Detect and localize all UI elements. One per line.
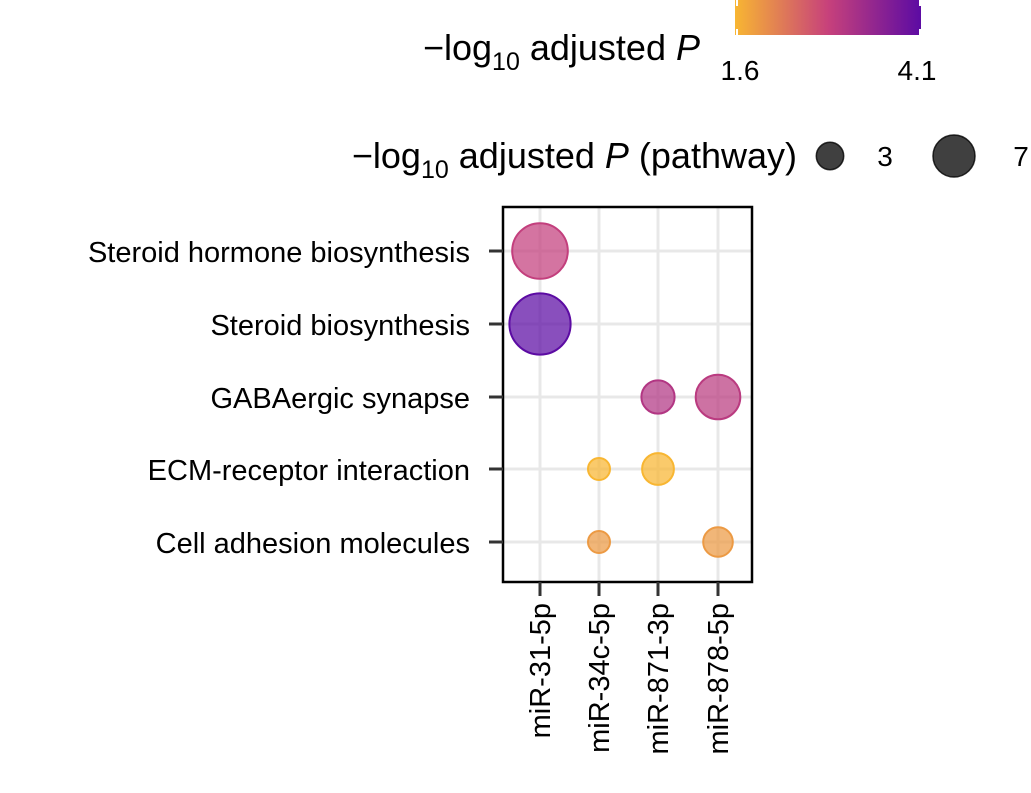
data-point-4 xyxy=(587,457,611,481)
y-tick-label-4: Cell adhesion molecules xyxy=(156,528,470,560)
color-gradient-bar xyxy=(735,0,921,35)
data-point-5 xyxy=(641,452,675,486)
data-point-6 xyxy=(587,530,611,554)
data-point-1 xyxy=(508,292,572,356)
x-tick-label-3: miR-878-5p xyxy=(703,603,735,755)
plot-panel xyxy=(501,205,754,584)
x-tick-label-0: miR-31-5p xyxy=(525,603,557,738)
data-point-0 xyxy=(511,222,569,280)
y-tick-label-0: Steroid hormone biosynthesis xyxy=(88,237,470,269)
size-legend-label-large: 7 xyxy=(1013,141,1029,172)
data-points xyxy=(508,222,742,558)
data-point-7 xyxy=(702,526,734,558)
x-axis: miR-31-5p miR-34c-5p miR-871-3p miR-878-5p xyxy=(525,582,735,755)
y-tick-label-2: GABAergic synapse xyxy=(210,383,470,415)
color-legend-title: −log10 adjusted P xyxy=(423,27,700,76)
y-tick-label-1: Steroid biosynthesis xyxy=(210,310,470,342)
size-legend-label-small: 3 xyxy=(877,141,893,172)
color-legend: −log10 adjusted P 1.6 4.1 xyxy=(423,0,937,86)
x-tick-label-1: miR-34c-5p xyxy=(584,603,616,753)
panel-border xyxy=(501,205,754,584)
y-tick-label-3: ECM-receptor interaction xyxy=(148,455,470,487)
color-legend-min-label: 1.6 xyxy=(721,55,760,86)
data-point-3 xyxy=(694,373,742,421)
size-legend-title: −log10 adjusted P (pathway) xyxy=(352,135,797,184)
size-legend-circle-large xyxy=(932,134,976,178)
size-legend-circle-small xyxy=(815,141,845,171)
y-axis: Steroid hormone biosynthesis Steroid bios… xyxy=(88,237,503,560)
x-tick-label-2: miR-871-3p xyxy=(643,603,675,755)
size-legend: −log10 adjusted P (pathway) 3 7 xyxy=(352,134,1029,184)
data-point-2 xyxy=(640,379,676,415)
color-legend-max-label: 4.1 xyxy=(898,55,937,86)
